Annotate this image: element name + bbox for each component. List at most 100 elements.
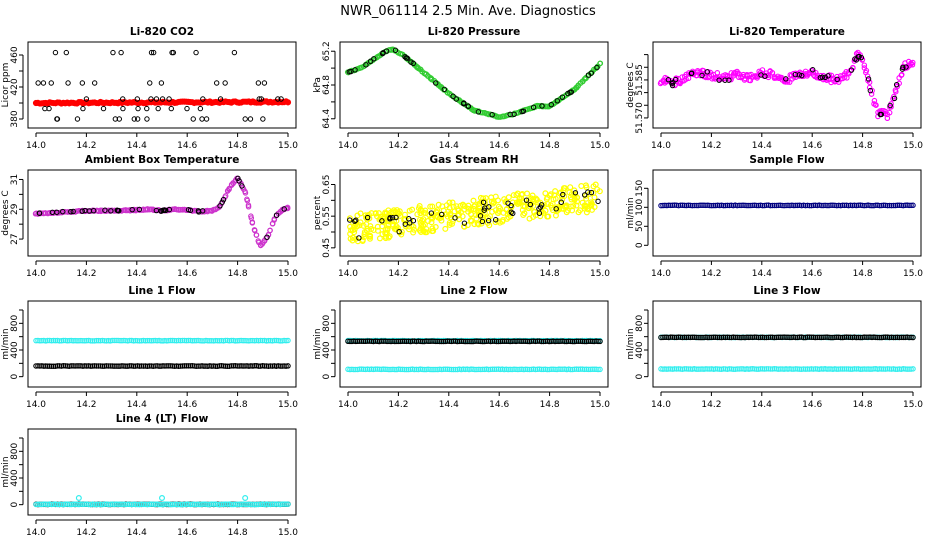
- data-point: [531, 208, 538, 215]
- data-point: [387, 214, 393, 221]
- plot-frame: [652, 169, 922, 257]
- data-point: [153, 96, 160, 102]
- data-point: [42, 105, 48, 112]
- y-axis-label: degrees C: [1, 190, 11, 235]
- x-tick-label: 14.6: [802, 269, 822, 279]
- data-point: [449, 199, 456, 206]
- data-point: [568, 89, 575, 95]
- data-point: [480, 199, 487, 206]
- panel-ambient: Ambient Box Temperature 14.0 14.2 14.4 14.6 1…: [1, 154, 298, 279]
- data-point: [863, 69, 869, 76]
- data-point: [442, 225, 449, 232]
- data-point: [495, 203, 502, 210]
- data-point: [474, 220, 481, 227]
- data-point: [147, 80, 153, 86]
- data-point: [352, 218, 358, 224]
- data-point: [365, 211, 372, 218]
- data-point: [900, 64, 906, 71]
- data-point: [261, 80, 268, 86]
- data-point: [410, 218, 417, 224]
- data-point: [536, 206, 542, 212]
- data-point: [433, 80, 439, 86]
- x-tick-label: 14.4: [752, 400, 772, 410]
- data-point: [245, 202, 252, 208]
- data-point: [581, 192, 588, 198]
- data-point: [166, 206, 173, 213]
- data-point: [429, 225, 436, 232]
- data-point: [554, 98, 561, 104]
- y-axis-label: ml/min: [313, 328, 323, 359]
- data-point: [596, 188, 603, 195]
- plot-frame: [652, 41, 922, 129]
- data-point: [465, 208, 472, 215]
- data-point: [492, 217, 499, 223]
- data-point: [281, 206, 287, 212]
- data-point: [428, 210, 435, 216]
- data-point: [511, 111, 517, 117]
- x-tick-label: 14.6: [802, 141, 822, 151]
- data-point: [393, 207, 400, 214]
- y-tick-label: 400: [635, 341, 645, 358]
- panel-line2: Line 2 Flow 14.0 14.2 14.4 14.6 14.8 15.0 0 400 8…: [313, 285, 610, 410]
- data-point: [520, 108, 527, 114]
- x-tick-label: 14.2: [701, 269, 721, 279]
- data-point: [908, 334, 914, 341]
- data-point: [741, 77, 748, 83]
- data-point: [886, 109, 893, 116]
- data-point: [461, 220, 468, 226]
- data-point: [547, 202, 554, 209]
- data-point: [660, 77, 667, 84]
- plot-frame: [27, 428, 297, 516]
- data-point: [465, 205, 472, 212]
- data-point: [346, 215, 353, 222]
- data-point: [285, 363, 291, 369]
- data-point: [358, 64, 364, 71]
- data-point: [247, 116, 254, 122]
- data-point: [507, 111, 513, 118]
- y-tick-label: 0: [635, 374, 645, 380]
- x-tick-label: 14.8: [853, 400, 873, 410]
- data-point: [256, 96, 262, 102]
- data-point: [523, 197, 530, 203]
- data-point: [559, 196, 566, 203]
- panel-title: Line 2 Flow: [440, 285, 507, 297]
- x-tick-label: 14.4: [127, 528, 147, 538]
- data-point: [819, 74, 826, 80]
- data-point: [68, 209, 74, 215]
- data-point: [159, 495, 166, 502]
- x-tick-label: 14.0: [651, 269, 671, 279]
- x-tick-label: 14.0: [26, 269, 46, 279]
- data-point: [449, 220, 456, 227]
- data-point: [505, 194, 512, 201]
- data-point: [393, 214, 399, 221]
- data-point: [855, 54, 861, 60]
- x-tick-label: 14.0: [338, 269, 358, 279]
- data-point: [159, 96, 166, 102]
- x-tick-label: 14.6: [489, 141, 509, 151]
- data-point: [825, 73, 831, 79]
- data-layer: [33, 495, 291, 508]
- data-point: [242, 190, 249, 196]
- data-point: [438, 214, 445, 221]
- data-point: [115, 207, 121, 214]
- data-point: [866, 79, 873, 86]
- data-point: [417, 228, 424, 235]
- data-point: [477, 213, 484, 219]
- y-axis-label: ml/min: [1, 456, 11, 487]
- data-point: [539, 103, 545, 109]
- data-point: [434, 207, 441, 214]
- data-point: [361, 231, 368, 238]
- data-point: [347, 223, 354, 230]
- data-point: [459, 213, 466, 220]
- data-point: [867, 87, 874, 94]
- data-layer: [657, 49, 916, 122]
- data-point: [704, 69, 710, 75]
- data-point: [278, 96, 284, 102]
- data-point: [563, 209, 570, 216]
- data-point: [841, 74, 848, 80]
- data-point: [425, 217, 432, 224]
- data-point: [530, 202, 537, 209]
- data-point: [726, 74, 733, 80]
- data-point: [588, 200, 595, 207]
